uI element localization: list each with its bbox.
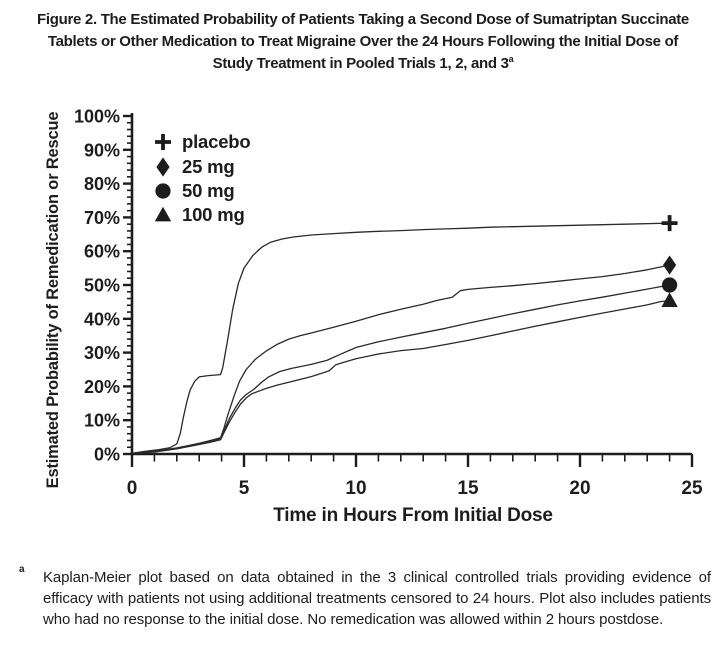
figure-title-line2: Tablets or Other Medication to Treat Mig… — [47, 33, 679, 50]
curve-50mg — [131, 284, 671, 454]
legend-symbol-50mg — [155, 183, 171, 199]
y-tick-label: 70% — [84, 208, 120, 228]
endpoint-marker-50mg — [662, 277, 678, 293]
curve-25mg — [131, 264, 671, 454]
x-axis-title: Time in Hours From Initial Dose — [273, 505, 553, 526]
x-tick-label: 20 — [569, 478, 590, 499]
y-tick-label: 20% — [84, 377, 120, 397]
y-tick-label: 90% — [84, 140, 120, 160]
legend-label-placebo: placebo — [182, 131, 251, 152]
x-tick-label: 15 — [457, 478, 479, 499]
legend-symbol-placebo — [155, 134, 171, 150]
figure-title-line1: Figure 2. The Estimated Probability of P… — [37, 11, 689, 28]
y-tick-label: 100% — [74, 107, 120, 127]
y-tick-label: 30% — [84, 343, 120, 363]
legend-label-50mg: 50 mg — [182, 180, 234, 201]
endpoint-markers — [661, 215, 678, 307]
figure-title-line3: Study Treatment in Pooled Trials 1, 2, a… — [212, 54, 514, 73]
legend-symbols — [154, 134, 172, 222]
x-tick-label: 0 — [127, 478, 138, 499]
y-tick-label: 10% — [84, 411, 120, 431]
legend-label-25mg: 25 mg — [182, 156, 234, 177]
y-tick-label: 40% — [84, 309, 120, 329]
legend-label-100mg: 100 mg — [182, 204, 245, 225]
figure-title: Figure 2. The Estimated Probability of P… — [10, 9, 716, 75]
y-tick-label: 50% — [84, 276, 120, 296]
x-tick-label: 25 — [681, 478, 703, 499]
endpoint-marker-placebo — [661, 215, 678, 232]
title-footnote-superscript: a — [508, 54, 514, 64]
y-axis-title: Estimated Probability of Remedication or… — [44, 112, 62, 489]
legend-symbol-25mg — [156, 157, 170, 177]
y-tick-label: 0% — [94, 445, 120, 465]
curve-placebo — [131, 222, 671, 454]
axes — [123, 113, 694, 467]
survival-curves — [131, 222, 671, 454]
footnote-marker: a — [19, 564, 25, 575]
tick-labels: 0% 10% 20% 30% 40% 50% 60% 70% 80% 90% 100% 0 5 10 15 2… — [74, 107, 703, 500]
curve-100mg — [131, 299, 671, 454]
endpoint-marker-100mg — [661, 292, 678, 307]
endpoint-marker-25mg — [663, 255, 677, 275]
y-tick-label: 60% — [84, 242, 120, 262]
x-tick-label: 5 — [239, 478, 250, 499]
legend-symbol-100mg — [154, 206, 172, 222]
y-tick-label: 80% — [84, 174, 120, 194]
x-tick-label: 10 — [345, 478, 366, 499]
footnote-text: Kaplan-Meier plot based on data obtained… — [43, 569, 711, 628]
